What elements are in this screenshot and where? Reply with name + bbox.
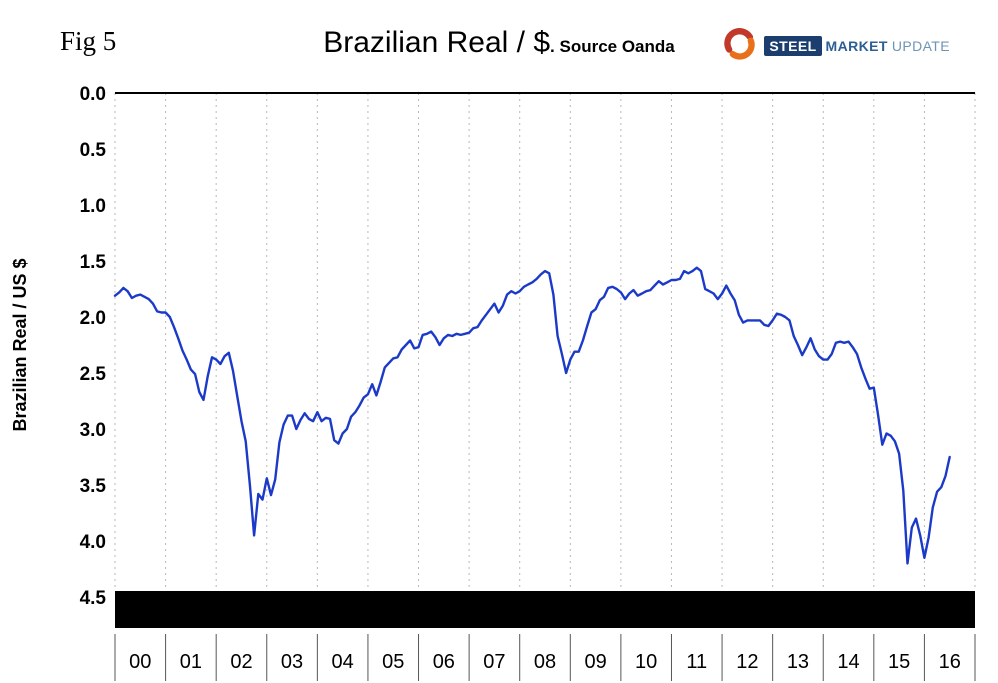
logo-text: STEEL MARKET UPDATE: [764, 36, 950, 56]
exchange-rate-line: [113, 266, 951, 565]
x-tick-label: 15: [888, 651, 910, 673]
y-axis-title: Brazilian Real / US $: [10, 258, 30, 431]
logo-word-steel: STEEL: [764, 36, 822, 56]
x-tick-label: 04: [332, 651, 354, 673]
y-tick-label: 3.0: [80, 420, 106, 441]
x-tick-label: 08: [534, 651, 556, 673]
x-tick-label: 09: [584, 651, 606, 673]
x-tick-label: 01: [180, 651, 202, 673]
y-tick-label: 4.0: [80, 532, 106, 553]
x-tick-label: 16: [939, 651, 961, 673]
x-tick-label: 12: [736, 651, 758, 673]
y-tick-label: 1.5: [80, 252, 107, 273]
logo-swoosh-icon: [724, 28, 756, 60]
x-tick-label: 07: [483, 651, 505, 673]
x-axis-band: [115, 591, 975, 628]
y-tick-label: 0.0: [80, 84, 106, 105]
figure-label: Fig 5: [60, 26, 117, 56]
y-tick-label: 2.0: [80, 308, 106, 329]
x-tick-label: 02: [230, 651, 252, 673]
logo-word-market: MARKET: [825, 38, 888, 54]
y-tick-label: 4.5: [80, 588, 107, 609]
y-tick-label: 1.0: [80, 196, 106, 217]
x-tick-label: 14: [837, 651, 859, 673]
x-tick-label: 10: [635, 651, 657, 673]
y-tick-label: 3.5: [80, 476, 107, 497]
x-tick-label: 06: [433, 651, 455, 673]
y-tick-label: 2.5: [80, 364, 107, 385]
x-tick-label: 00: [129, 651, 151, 673]
x-tick-label: 05: [382, 651, 404, 673]
x-tick-label: 03: [281, 651, 303, 673]
steel-market-update-logo: STEEL MARKET UPDATE: [722, 28, 950, 64]
logo-word-update: UPDATE: [891, 38, 950, 54]
y-tick-label: 0.5: [80, 140, 107, 161]
x-tick-label: 13: [787, 651, 809, 673]
x-tick-label: 11: [686, 651, 707, 673]
